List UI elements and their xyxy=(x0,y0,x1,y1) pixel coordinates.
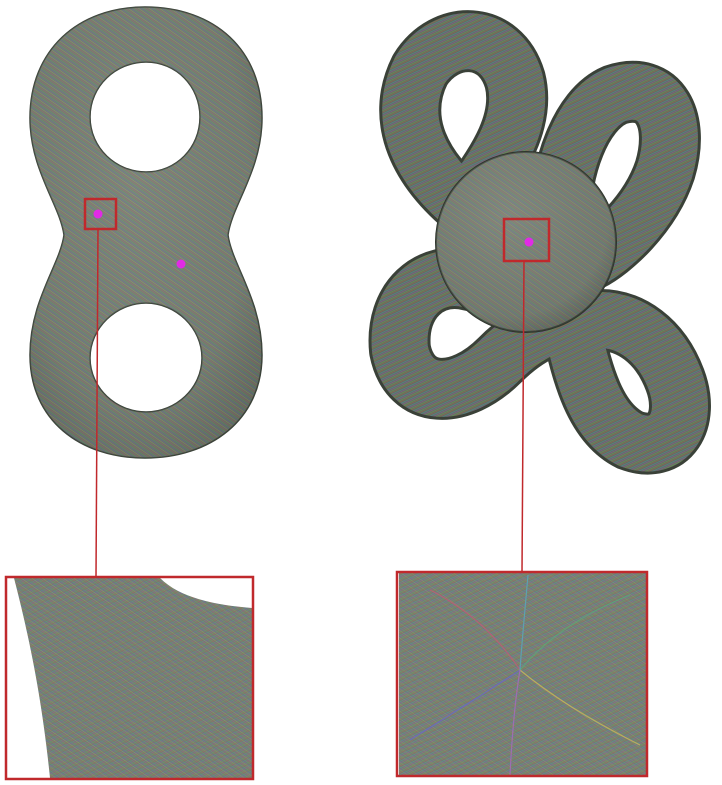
highlight-box-right xyxy=(502,217,551,263)
highlight-box-left xyxy=(83,197,118,231)
zoom-inset-right xyxy=(399,573,646,775)
zoom-inset-left-frame xyxy=(4,575,255,781)
singularity-marker-left-1 xyxy=(93,209,103,219)
knotted-tube-surface xyxy=(368,10,711,475)
knotted-tube-model xyxy=(368,10,711,475)
zoom-inset-left xyxy=(8,578,252,778)
singularity-marker-left-2 xyxy=(176,259,186,269)
connector-line-right xyxy=(521,260,525,574)
star-singularity-pattern xyxy=(409,574,641,775)
inset-left-boundary-left xyxy=(8,578,50,778)
singularity-marker-right xyxy=(524,237,534,247)
double-torus-shading xyxy=(30,7,262,458)
double-torus-model xyxy=(29,6,263,459)
connector-line-left xyxy=(95,228,99,579)
inset-left-boundary-top xyxy=(160,578,252,608)
zoom-inset-right-frame xyxy=(395,570,649,778)
